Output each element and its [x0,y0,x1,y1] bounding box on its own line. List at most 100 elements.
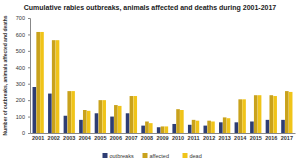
series [33,87,285,133]
bar [126,113,130,133]
x-tick-label: 2016 [265,135,277,141]
title: Cumulative rabies outbreaks, animals aff… [24,4,277,12]
legend-swatch [103,153,108,158]
bar [238,99,242,133]
bar [118,106,122,133]
bar [196,121,200,133]
bar [219,122,223,133]
legend-label: dead [190,153,202,159]
x-axis: 2001 20022003 20042005 20062007 20082009 2010… [31,133,296,141]
legend-item: dead [183,153,202,159]
bar [227,118,231,133]
bar [33,87,37,133]
x-tick: 2013 [219,133,231,141]
bar [211,122,215,134]
x-tick-label: 2011 [188,135,200,141]
bar [188,125,192,133]
bar [95,113,99,133]
bar [165,126,169,133]
x-tick-label: 2014 [234,135,247,141]
y-tick: 0 [22,130,30,136]
x-tick: 2001 [32,133,44,141]
bar [64,116,68,133]
x-tick-label: 2001 [32,135,44,141]
bar [242,99,246,133]
x-tick-label: 2007 [125,135,137,141]
x-tick: 2010 [172,133,184,141]
legend-swatch [143,153,148,158]
x-tick: 2006 [110,133,122,141]
bar [203,126,207,133]
y-tick: 500 [16,48,30,54]
x-tick: 2002 [48,133,60,141]
x-tick: 2005 [94,133,106,141]
x-tick: 2007 [125,133,137,141]
y-tick: 600 [16,32,30,38]
legend-item: outbreaks [103,153,134,159]
bar [149,123,153,133]
y-axis-line [28,19,31,134]
y-tick: 300 [16,81,30,87]
y-tick-mark [28,18,30,19]
y-axis: 0100200300400500600700 [16,15,31,136]
bar [99,100,103,133]
bar [157,127,161,133]
y-tick-label: 500 [16,48,25,54]
x-tick: 2008 [141,133,153,141]
bar [114,105,118,133]
bar [176,109,180,133]
bar [161,126,165,133]
plot: 0100200300400500600700200120022003200420… [16,15,296,141]
legend-label: outbreaks [110,153,134,159]
bar [250,122,254,134]
x-tick: 2011 [188,133,200,141]
y-tick-label: 700 [16,15,25,21]
x-tick-label: 2010 [172,135,184,141]
bar [79,120,83,133]
series [36,32,288,133]
y-tick-mark [28,34,30,35]
y-tick: 100 [16,114,30,120]
legend-swatch [183,153,188,158]
bar [133,96,137,133]
bar [266,120,270,133]
bar [102,100,106,133]
y-tick-mark [28,51,30,52]
y-tick-mark [28,133,30,134]
legend-item: affected [143,153,169,159]
bar [56,40,60,133]
bar [71,91,75,133]
y-tick-label: 600 [16,32,25,38]
x-tick-label: 2015 [250,135,262,141]
x-axis-line [31,133,296,134]
bar [273,96,277,133]
bar [145,122,149,134]
x-tick: 2015 [250,133,262,141]
x-tick: 2003 [63,133,75,141]
x-tick-label: 2008 [141,135,153,141]
x-tick-label: 2017 [281,135,293,141]
bar [36,32,40,133]
bar [141,126,145,133]
x-tick: 2004 [79,133,92,141]
bar [40,32,44,133]
bar [130,96,134,133]
x-tick: 2012 [203,133,215,141]
y-tick-mark [28,84,30,85]
y-axis-title: Number of outbreaks, animals affected an… [2,15,8,135]
bar [285,91,289,133]
bar [258,95,262,133]
bar [172,124,176,133]
x-tick-label: 2012 [203,135,215,141]
y-tick: 700 [16,15,30,21]
y-tick-label: 400 [16,65,25,71]
y-tick-mark [28,100,30,101]
bar [67,91,71,133]
x-tick-label: 2009 [156,135,168,141]
legend: outbreaks affected dead [103,153,202,159]
x-tick: 2009 [156,133,168,141]
x-tick-label: 2004 [79,135,92,141]
x-tick-label: 2003 [63,135,75,141]
x-tick-label: 2006 [110,135,122,141]
bar [235,122,239,133]
